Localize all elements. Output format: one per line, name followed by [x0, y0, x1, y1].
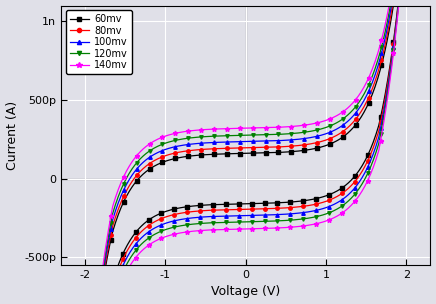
- 120mv: [240, 133, 245, 137]
- Line: 120mv: 120mv: [83, 0, 408, 304]
- 100mv: [286, 138, 291, 142]
- Line: 60mv: 60mv: [83, 0, 408, 304]
- 100mv: [240, 140, 245, 143]
- 140mv: [145, 244, 150, 248]
- 60mv: [224, 202, 229, 206]
- 80mv: [224, 208, 229, 212]
- 100mv: [264, 139, 269, 143]
- Legend: 60mv, 80mv, 100mv, 120mv, 140mv: 60mv, 80mv, 100mv, 120mv, 140mv: [66, 10, 132, 74]
- 80mv: [264, 146, 269, 149]
- 60mv: [303, 199, 308, 202]
- X-axis label: Voltage (V): Voltage (V): [211, 285, 280, 299]
- Line: 100mv: 100mv: [83, 0, 408, 304]
- 80mv: [286, 144, 291, 148]
- 120mv: [303, 217, 308, 220]
- 60mv: [145, 219, 150, 223]
- 140mv: [224, 227, 229, 231]
- 60mv: [264, 151, 269, 155]
- 120mv: [224, 220, 229, 224]
- Y-axis label: Current (A): Current (A): [6, 101, 19, 170]
- 140mv: [240, 126, 245, 130]
- 60mv: [286, 150, 291, 154]
- 80mv: [240, 146, 245, 150]
- 80mv: [303, 204, 308, 208]
- 140mv: [303, 224, 308, 227]
- 140mv: [264, 126, 269, 130]
- 140mv: [286, 125, 291, 129]
- 120mv: [145, 237, 150, 241]
- Line: 80mv: 80mv: [83, 0, 408, 304]
- 100mv: [303, 211, 308, 214]
- 100mv: [224, 214, 229, 218]
- Line: 140mv: 140mv: [83, 0, 409, 304]
- 120mv: [286, 132, 291, 136]
- 80mv: [145, 224, 150, 228]
- 100mv: [145, 231, 150, 234]
- 60mv: [240, 152, 245, 155]
- 120mv: [264, 133, 269, 136]
